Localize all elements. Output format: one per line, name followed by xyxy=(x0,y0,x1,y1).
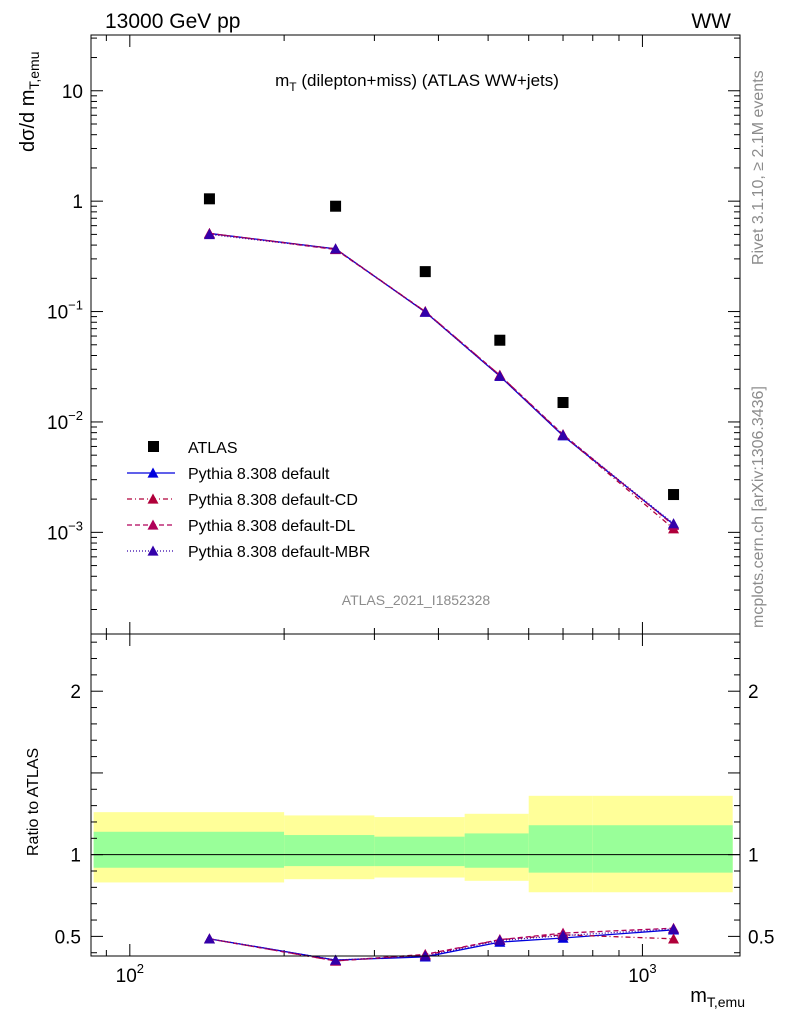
x-axis-label: mT,emu xyxy=(690,985,745,1010)
atlas-point xyxy=(203,193,215,205)
y-tick-label: 10−3 xyxy=(47,518,83,544)
x-tick-label: 102 xyxy=(116,961,144,987)
y-axis-label-main: dσ/d m xyxy=(17,90,39,152)
atlas-point xyxy=(668,489,680,501)
series-point-ratio xyxy=(203,933,215,944)
legend-marker-triangle xyxy=(147,545,159,556)
ratio-band-inner xyxy=(592,825,733,873)
legend-label: Pythia 8.308 default-CD xyxy=(188,492,358,509)
series-line-ratio xyxy=(209,934,674,962)
series-point-main xyxy=(419,306,431,317)
series-line-main xyxy=(209,233,674,525)
plot-title-sub: T xyxy=(289,80,297,94)
series-point-main xyxy=(203,228,215,240)
ratio-y-tick-label-right: 2 xyxy=(748,682,759,703)
header-right: WW xyxy=(691,10,731,33)
legend-marker-triangle xyxy=(147,519,159,530)
y-axis-label-sub: T,emu xyxy=(26,52,42,90)
series-line-main xyxy=(209,232,674,530)
legend-label: Pythia 8.308 default xyxy=(188,466,330,483)
ratio-band-inner xyxy=(464,833,529,868)
atlas-point xyxy=(419,266,431,278)
rivet-label: Rivet 3.1.10, ≥ 2.1M events xyxy=(750,70,767,265)
legend-label: ATLAS xyxy=(188,440,238,457)
plot-title: mT (dilepton+miss) (ATLAS WW+jets) xyxy=(275,71,559,94)
series-point-ratio xyxy=(557,930,569,941)
legend-label: Pythia 8.308 default-DL xyxy=(188,518,355,535)
ratio-band-inner xyxy=(528,825,593,873)
legend-marker-square xyxy=(148,441,159,452)
atlas-point xyxy=(557,397,569,409)
ratio-y-tick-label: 2 xyxy=(70,682,81,703)
x-axis-label-sub: T,emu xyxy=(707,994,745,1010)
watermark: ATLAS_2021_I1852328 xyxy=(342,592,491,608)
series-point-main xyxy=(330,243,342,254)
series-point-ratio xyxy=(494,934,506,946)
y-tick-label: 10−1 xyxy=(47,298,83,324)
ratio-y-tick-label: 1 xyxy=(70,846,81,867)
ratio-band-inner xyxy=(374,836,465,867)
y-tick-label: 10−2 xyxy=(47,408,83,434)
y-tick-label: 1 xyxy=(72,192,83,213)
plot-title-rest: (dilepton+miss) (ATLAS WW+jets) xyxy=(297,71,559,90)
ratio-y-tick-label: 0.5 xyxy=(55,927,81,948)
series-point-ratio xyxy=(668,933,680,944)
series-point-ratio xyxy=(330,954,342,965)
y-axis-label: dσ/d mT,emu xyxy=(17,52,42,153)
series-point-main xyxy=(494,370,506,381)
x-axis-label-main: m xyxy=(690,985,707,1007)
atlas-point xyxy=(330,200,342,212)
series-point-main xyxy=(557,429,569,440)
series-line-ratio xyxy=(209,928,674,961)
series-line-ratio xyxy=(209,927,674,962)
x-tick-label: 103 xyxy=(628,961,656,987)
series-line-ratio xyxy=(209,929,674,961)
ratio-y-axis-label: Ratio to ATLAS xyxy=(25,748,42,856)
legend-marker-triangle xyxy=(147,467,159,478)
ratio-plot-frame xyxy=(90,633,741,957)
legend-marker-triangle xyxy=(147,493,159,504)
series-point-ratio xyxy=(668,923,680,934)
plot-title-main: m xyxy=(275,71,289,90)
y-tick-label: 10 xyxy=(62,82,83,103)
ratio-band-inner xyxy=(284,835,375,867)
series-point-main xyxy=(668,518,680,529)
atlas-point xyxy=(494,334,506,346)
ratio-y-tick-label-right: 1 xyxy=(748,846,759,867)
mcplots-label: mcplots.cern.ch [arXiv:1306.3436] xyxy=(750,386,767,628)
header-left: 13000 GeV pp xyxy=(105,10,240,33)
ratio-band-inner xyxy=(93,831,285,868)
ratio-y-tick-label-right: 0.5 xyxy=(748,927,774,948)
legend-label: Pythia 8.308 default-MBR xyxy=(188,544,370,561)
